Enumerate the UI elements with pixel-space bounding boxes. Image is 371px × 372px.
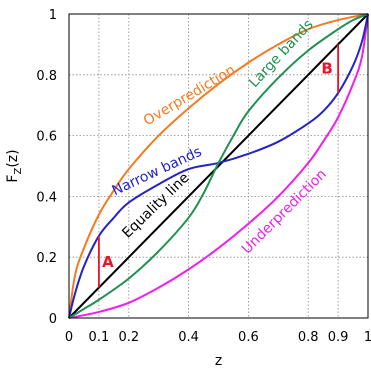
series-line-underprediction [68, 13, 369, 319]
y-tick-label: 0.8 [36, 69, 57, 84]
grid [69, 14, 368, 318]
series-line-equality-line [68, 13, 369, 319]
marker-label-a: A [102, 253, 114, 271]
curve-label-narrow-bands: Narrow bands [110, 144, 205, 199]
series-line-overprediction [68, 13, 369, 319]
y-tick-label: 1 [49, 8, 57, 23]
x-tick-label: 0.1 [89, 330, 110, 345]
curve-label-large-bands: Large bands [246, 17, 317, 91]
y-axis-label: FZ(z) [5, 149, 24, 182]
y-tick-label: 0 [49, 312, 57, 327]
y-axis-label-suffix: (z) [5, 149, 21, 167]
plot-frame [68, 13, 369, 319]
y-tick-label: 0.4 [36, 190, 57, 205]
x-tick-label: 0.9 [328, 330, 349, 345]
series-lines [68, 13, 369, 319]
x-axis-label: z [215, 353, 222, 369]
x-tick-label: 0.2 [118, 330, 139, 345]
y-axis-label-subscript: Z [13, 168, 24, 175]
x-tick-label: 0.8 [298, 330, 319, 345]
x-tick-label: 0.4 [178, 330, 199, 345]
y-axis-label-main: F [5, 175, 21, 183]
curve-label-underprediction: Underprediction [239, 166, 330, 257]
x-tick-label: 1 [364, 330, 371, 345]
tick-labels: 0 0.1 0.2 0.4 0.6 0.8 0.9 1 0 0.2 0.4 0.6 0.8 1 [36, 8, 371, 345]
curve-label-overprediction: Overprediction [141, 62, 238, 129]
x-tick-label: 0.6 [238, 330, 259, 345]
x-tick-label: 0 [65, 330, 73, 345]
markers: AB [98, 44, 340, 288]
y-tick-label: 0.2 [36, 251, 57, 266]
y-tick-label: 0.6 [36, 130, 57, 145]
series-line-large-bands [68, 13, 369, 319]
marker-label-b: B [321, 60, 332, 78]
